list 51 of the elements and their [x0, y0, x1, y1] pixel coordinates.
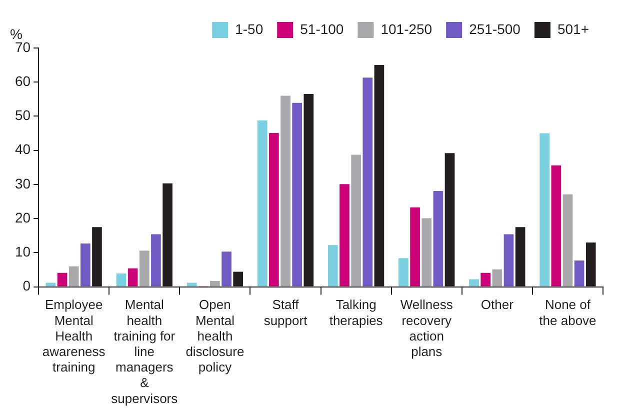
bar — [398, 258, 408, 286]
bar — [562, 194, 573, 286]
bar — [151, 234, 161, 286]
legend-label: 251-500 — [469, 20, 521, 37]
bar — [574, 260, 584, 286]
bar — [433, 190, 444, 286]
x-tick-label: None of the above — [539, 297, 596, 328]
x-tick-label: Talking therapies — [329, 297, 384, 328]
x-tick-label: Wellness recovery action plans — [400, 297, 454, 359]
bar — [210, 281, 220, 286]
bar — [410, 207, 420, 286]
bar — [340, 184, 350, 286]
legend-label: 501+ — [557, 20, 590, 37]
bar — [186, 282, 197, 286]
y-tick-label: 40 — [14, 141, 31, 158]
legend-label: 1-50 — [235, 20, 264, 37]
y-tick-label: 10 — [14, 244, 31, 260]
bar — [68, 266, 79, 286]
bar — [139, 250, 150, 286]
bar — [292, 102, 302, 286]
bar — [551, 165, 562, 286]
bar — [269, 132, 279, 286]
bar — [57, 272, 68, 286]
bar — [351, 154, 361, 286]
x-tick-label: Mental health training for line managers & supervisors — [111, 297, 178, 406]
y-tick-label: 30 — [14, 175, 31, 192]
y-tick-label: 20 — [14, 209, 31, 226]
legend-label: 51-100 — [300, 20, 344, 37]
y-tick-label: 0 — [22, 278, 31, 294]
y-tick-label: 60 — [14, 72, 31, 89]
legend-label: 101-250 — [380, 20, 432, 37]
bar — [116, 273, 126, 286]
bar — [328, 245, 338, 286]
bar — [492, 269, 502, 286]
bar — [280, 96, 290, 286]
bar — [128, 268, 138, 286]
bar — [80, 243, 90, 286]
bar — [362, 78, 373, 286]
bar — [257, 120, 268, 286]
x-tick-label: Other — [480, 297, 514, 312]
y-tick-label: 50 — [14, 107, 31, 124]
x-tick-label: Staff support — [264, 297, 308, 328]
bar — [46, 282, 56, 286]
bar — [540, 133, 550, 286]
bar — [469, 279, 479, 286]
x-tick-label: Employee Mental Health awareness training — [42, 297, 106, 375]
bar — [222, 252, 232, 286]
bar — [480, 272, 491, 286]
x-tick-label: Open Mental health disclosure policy — [186, 297, 244, 375]
bar — [422, 218, 432, 286]
bar — [504, 234, 514, 286]
